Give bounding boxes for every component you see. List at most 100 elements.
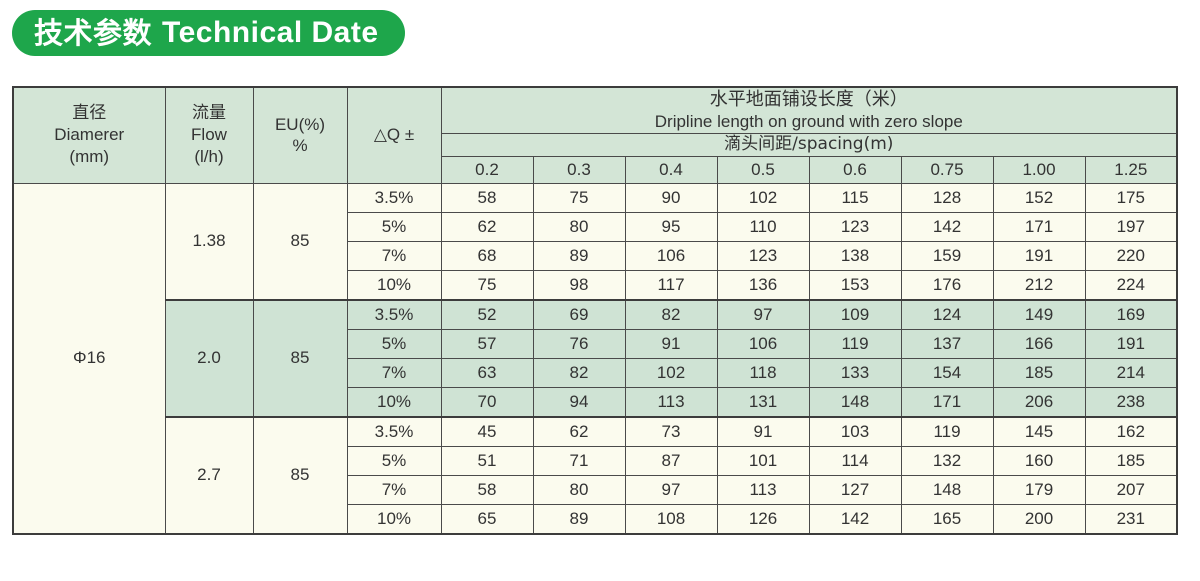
table-row: 5% 51 71 87 101 114 132 160 185 [13,445,1178,476]
cell-length-value: 126 [716,503,810,535]
cell-delta-q: 10% [346,386,442,418]
cell-delta-q: 10% [346,503,442,535]
cell-length-value: 69 [532,298,626,330]
cell-length-value: 191 [1084,328,1178,359]
header-eu: EU(%) % [252,86,348,184]
cell-length-value: 176 [900,269,994,301]
cell-length-value: 138 [808,240,902,271]
cell-flow: 2.7 [164,415,254,535]
header-spacing-1.25: 1.25 [1084,155,1178,184]
cell-length-value: 109 [808,298,902,330]
cell-length-value: 89 [532,503,626,535]
cell-length-value: 136 [716,269,810,301]
cell-length-value: 95 [624,211,718,242]
header-row-spacing-values: 0.2 0.3 0.4 0.5 0.6 0.75 1.00 1.25 [13,155,1178,184]
cell-length-value: 165 [900,503,994,535]
cell-length-value: 73 [624,415,718,447]
table-row: 5% 57 76 91 106 119 137 166 191 [13,328,1178,359]
cell-length-value: 87 [624,445,718,476]
cell-delta-q: 3.5% [346,298,442,330]
cell-length-value: 80 [532,474,626,505]
table-body: Φ16 1.38 85 3.5% 58 75 90 102 115 128 152 175 5% 62 80… [12,182,1178,535]
table-header: 直径 Diamerer (mm) 流量 Flow (l/h) EU(%) % △… [12,86,1178,184]
header-flow-cn: 流量 [192,102,226,123]
table-row: Φ16 1.38 85 3.5% 58 75 90 102 115 128 152 175 [12,182,1178,535]
cell-flow: 2.0 [164,298,254,418]
cell-delta-q: 5% [346,211,442,242]
header-diameter-en: Diamerer [54,125,125,145]
cell-length-value: 200 [992,503,1086,535]
cell-length-value: 102 [624,357,718,388]
cell-length-value: 127 [808,474,902,505]
header-delta-q: △Q ± [346,86,442,184]
cell-length-value: 128 [900,182,994,213]
cell-length-value: 169 [1084,298,1178,330]
header-delta-q-label: △Q ± [373,125,415,145]
technical-data-table-container: 直径 Diamerer (mm) 流量 Flow (l/h) EU(%) % △… [12,86,1179,535]
cell-length-value: 94 [532,386,626,418]
cell-delta-q: 5% [346,328,442,359]
cell-length-value: 80 [532,211,626,242]
cell-length-value: 133 [808,357,902,388]
cell-length-value: 106 [716,328,810,359]
header-eu-line2: % [292,136,308,156]
cell-length-value: 113 [716,474,810,505]
cell-length-value: 103 [808,415,902,447]
cell-length-value: 68 [440,240,534,271]
header-group-en: Dripline length on ground with zero slop… [654,112,963,132]
cell-length-value: 51 [440,445,534,476]
cell-length-value: 118 [716,357,810,388]
cell-length-value: 76 [532,328,626,359]
cell-length-value: 171 [900,386,994,418]
cell-length-value: 62 [532,415,626,447]
cell-length-value: 231 [1084,503,1178,535]
cell-length-value: 148 [808,386,902,418]
cell-length-value: 131 [716,386,810,418]
cell-length-value: 179 [992,474,1086,505]
cell-length-value: 162 [1084,415,1178,447]
cell-delta-q: 7% [346,240,442,271]
cell-length-value: 197 [1084,211,1178,242]
cell-length-value: 117 [624,269,718,301]
cell-eu: 85 [252,182,348,301]
table-row: 7% 68 89 106 123 138 159 191 220 [13,240,1178,271]
technical-data-table: 直径 Diamerer (mm) 流量 Flow (l/h) EU(%) % △… [12,86,1179,535]
cell-length-value: 62 [440,211,534,242]
cell-length-value: 113 [624,386,718,418]
header-group-cn: 水平地面铺设长度（米） [709,89,908,110]
page-title-chinese: 技术参数 [34,15,153,50]
cell-length-value: 160 [992,445,1086,476]
cell-length-value: 82 [532,357,626,388]
cell-length-value: 132 [900,445,994,476]
cell-length-value: 154 [900,357,994,388]
cell-length-value: 75 [532,182,626,213]
cell-length-value: 185 [1084,445,1178,476]
page-title-badge: 技术参数 Technical Date [12,10,405,56]
cell-length-value: 212 [992,269,1086,301]
cell-eu: 85 [252,298,348,418]
cell-length-value: 214 [1084,357,1178,388]
cell-length-value: 152 [992,182,1086,213]
cell-length-value: 52 [440,298,534,330]
header-row-1: 直径 Diamerer (mm) 流量 Flow (l/h) EU(%) % △… [12,86,1178,184]
cell-length-value: 57 [440,328,534,359]
header-spacing-0.4: 0.4 [624,155,718,184]
header-diameter-cn: 直径 [72,102,107,123]
cell-length-value: 98 [532,269,626,301]
cell-length-value: 89 [532,240,626,271]
cell-length-value: 58 [440,182,534,213]
cell-length-value: 220 [1084,240,1178,271]
cell-eu: 85 [252,415,348,535]
cell-length-value: 185 [992,357,1086,388]
page-title-english: Technical Date [162,16,379,49]
cell-flow: 1.38 [164,182,254,301]
cell-length-value: 153 [808,269,902,301]
table-row: 7% 58 80 97 113 127 148 179 207 [13,474,1178,505]
cell-length-value: 207 [1084,474,1178,505]
header-eu-line1: EU(%) [274,114,326,134]
cell-length-value: 115 [808,182,902,213]
table-row: 10% 70 94 113 131 148 171 206 238 [13,386,1178,418]
header-spacing-0.2: 0.2 [440,155,534,184]
cell-length-value: 142 [808,503,902,535]
cell-length-value: 119 [900,415,994,447]
